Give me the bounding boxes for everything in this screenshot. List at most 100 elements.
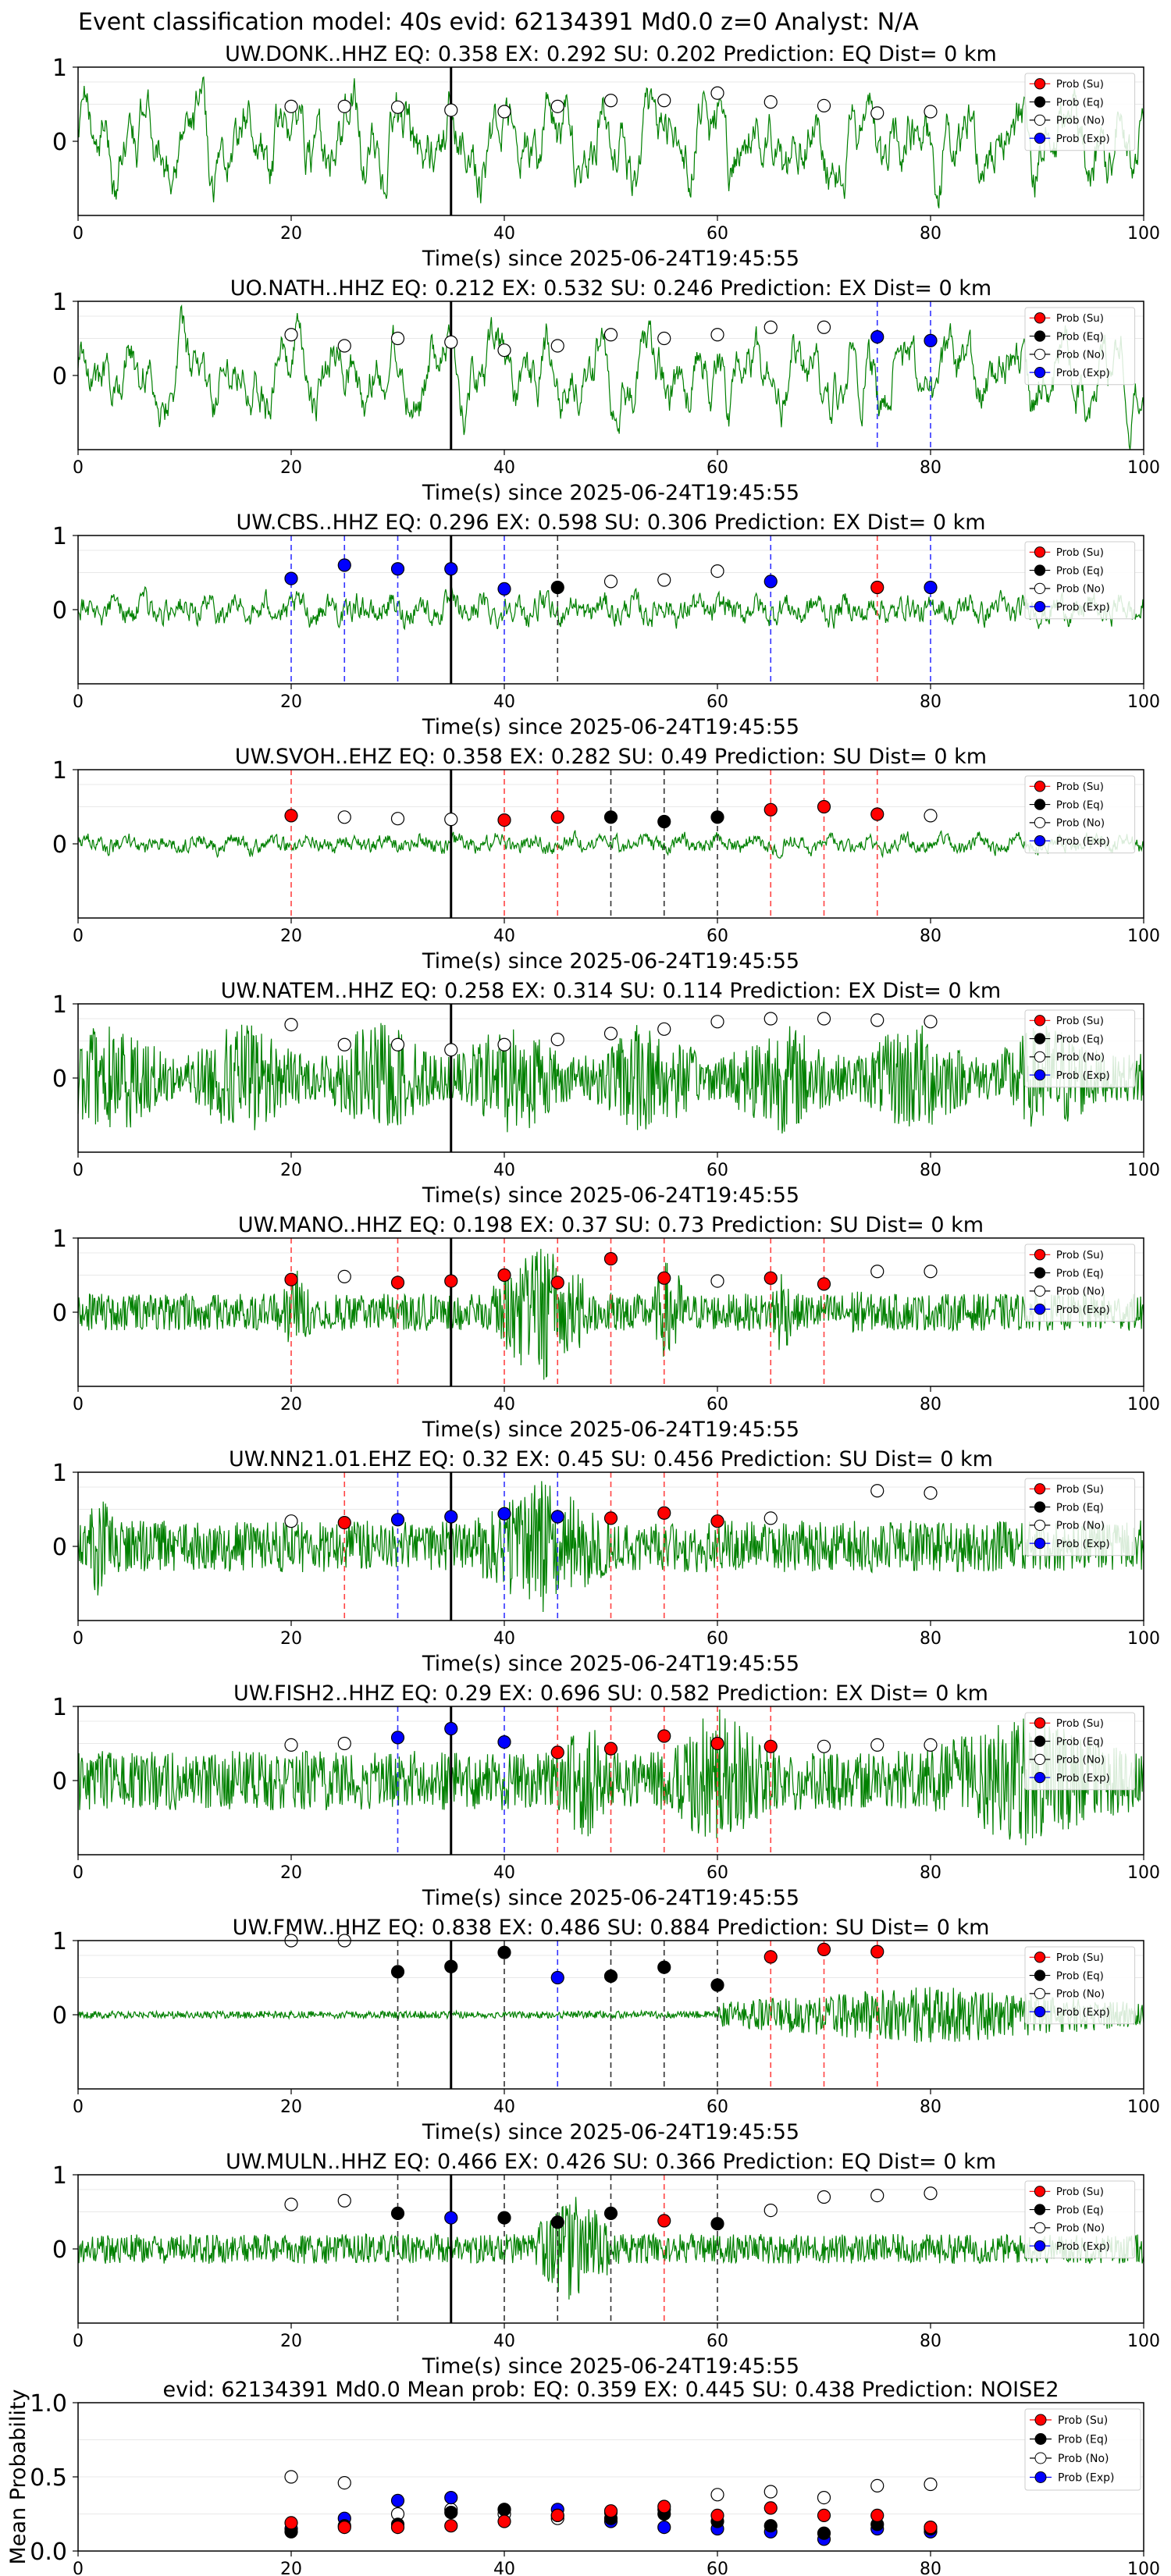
prob-point-no [284, 2197, 298, 2211]
prob-point-su [603, 1251, 618, 1266]
panel-6-legend-marker-exp [1034, 1303, 1046, 1315]
x-tick-label: 80 [920, 1161, 941, 1180]
x-axis-label: Time(s) since 2025-06-24T19:45:55 [422, 1652, 799, 1676]
x-tick-label: 80 [920, 224, 941, 244]
x-tick-label: 0 [73, 2560, 84, 2576]
prob-point-no [657, 331, 671, 346]
prob-point-no [763, 2485, 778, 2499]
panel-5-legend-marker-eq [1034, 1033, 1046, 1044]
panel-3-legend-marker-su [1034, 546, 1046, 558]
panel-9-legend-box [1024, 1946, 1136, 2025]
prob-point-no [710, 1274, 724, 1288]
panel-8-legend-label-exp: Prob (Exp) [1056, 1773, 1110, 1784]
prob-point-no [444, 103, 458, 117]
prob-point-no [550, 1032, 564, 1047]
prob-point-no [337, 810, 351, 824]
prob-point-su [284, 809, 298, 823]
panel-7-legend-marker-su [1034, 1483, 1046, 1495]
x-tick-label: 20 [280, 1629, 302, 1649]
panel-7-legend-label-eq: Prob (Eq) [1056, 1502, 1104, 1514]
x-axis-label: Time(s) since 2025-06-24T19:45:55 [422, 1183, 799, 1208]
panel-3-legend-label-eq: Prob (Eq) [1056, 565, 1104, 577]
prob-point-no [924, 809, 938, 823]
prob-point-no [657, 573, 671, 587]
panel-5-legend-label-no: Prob (No) [1056, 1052, 1105, 1064]
panel-10-legend-marker-su [1034, 2186, 1046, 2197]
prob-point-eq [390, 1965, 405, 1979]
prob-point-exp [390, 562, 405, 576]
prob-point-no [870, 1738, 884, 1752]
prob-point-su [710, 2508, 724, 2522]
x-tick-label: 100 [1127, 1395, 1160, 1414]
panel-10-legend-label-eq: Prob (Eq) [1056, 2204, 1104, 2216]
prob-point-su [870, 2508, 884, 2522]
prob-point-no [817, 320, 831, 334]
x-tick-label: 40 [493, 1863, 515, 1883]
y-tick-label: 0 [52, 831, 67, 859]
x-axis-label: Time(s) since 2025-06-24T19:45:55 [422, 1418, 799, 1442]
panel-title: UW.CBS..HHZ EQ: 0.296 EX: 0.598 SU: 0.30… [236, 511, 985, 535]
y-tick-label: 0 [52, 1066, 67, 1093]
prob-point-no [763, 2204, 778, 2218]
y-tick-label: 0 [52, 1534, 67, 1561]
prob-point-no [497, 105, 511, 119]
prob-point-eq [550, 580, 564, 595]
x-tick-label: 20 [280, 2560, 302, 2576]
prob-point-su [763, 802, 778, 817]
prob-point-eq [710, 810, 724, 824]
panel-6-legend-label-no: Prob (No) [1056, 1286, 1105, 1298]
prob-point-no [603, 575, 618, 589]
prob-point-no [550, 339, 564, 353]
prob-point-no [817, 1012, 831, 1026]
panel-10-legend-label-su: Prob (Su) [1056, 2186, 1104, 2198]
waveform-trace [77, 830, 1144, 859]
panel-3-legend-marker-eq [1034, 564, 1046, 576]
prob-point-su [390, 1276, 405, 1290]
x-axis-label: Time(s) since 2025-06-24T19:45:55 [422, 949, 799, 973]
x-tick-label: 40 [493, 927, 515, 946]
waveform-trace [77, 1023, 1144, 1134]
panel-10-legend-label-no: Prob (No) [1056, 2223, 1105, 2235]
panel-9-legend-label-su: Prob (Su) [1056, 1952, 1104, 1964]
panel-title: UW.MANO..HHZ EQ: 0.198 EX: 0.37 SU: 0.73… [238, 1213, 984, 1237]
prob-point-exp [284, 571, 298, 585]
prob-point-exp [497, 582, 511, 596]
prob-point-no [924, 105, 938, 119]
panel-11-legend-marker-su [1034, 2414, 1047, 2426]
panel-9-legend-marker-su [1034, 1952, 1046, 1963]
x-tick-label: 100 [1127, 1161, 1160, 1180]
x-tick-label: 80 [920, 2560, 941, 2576]
prob-point-eq [710, 1978, 724, 1992]
x-tick-label: 80 [920, 1863, 941, 1883]
x-tick-label: 20 [280, 224, 302, 244]
prob-point-no [444, 1043, 458, 1057]
y-tick-label: 0.5 [30, 2464, 67, 2492]
waveform-trace [77, 76, 1144, 208]
y-tick-label: 1 [52, 289, 67, 316]
x-tick-label: 20 [280, 2097, 302, 2117]
panel-title: UW.NN21.01.EHZ EQ: 0.32 EX: 0.45 SU: 0.4… [229, 1447, 993, 1471]
prob-point-su [497, 2514, 511, 2528]
panel-3-legend-marker-no [1034, 582, 1046, 594]
prob-point-eq [603, 810, 618, 824]
panel-4-legend-label-su: Prob (Su) [1056, 781, 1104, 793]
panel-6-legend-marker-no [1034, 1285, 1046, 1297]
prob-point-exp [497, 1507, 511, 1521]
panel-2-legend-label-no: Prob (No) [1056, 350, 1105, 361]
panel-2-legend-marker-eq [1034, 330, 1046, 342]
prob-point-su [550, 2508, 564, 2522]
panel-title: UW.MULN..HHZ EQ: 0.466 EX: 0.426 SU: 0.3… [226, 2150, 996, 2174]
station-panel-7: UW.NN21.01.EHZ EQ: 0.32 EX: 0.45 SU: 0.4… [52, 1447, 1160, 1676]
prob-point-su [284, 2516, 298, 2530]
prob-point-su [390, 2521, 405, 2535]
prob-point-su [657, 1729, 671, 1743]
prob-point-no [710, 564, 724, 578]
prob-point-exp [763, 575, 778, 589]
prob-point-exp [870, 330, 884, 344]
panel-2-legend-box [1024, 307, 1136, 386]
prob-point-su [763, 2501, 778, 2515]
x-tick-label: 0 [73, 2332, 84, 2351]
prob-point-su [870, 580, 884, 595]
x-tick-label: 100 [1127, 692, 1160, 712]
prob-point-su [657, 1271, 671, 1285]
